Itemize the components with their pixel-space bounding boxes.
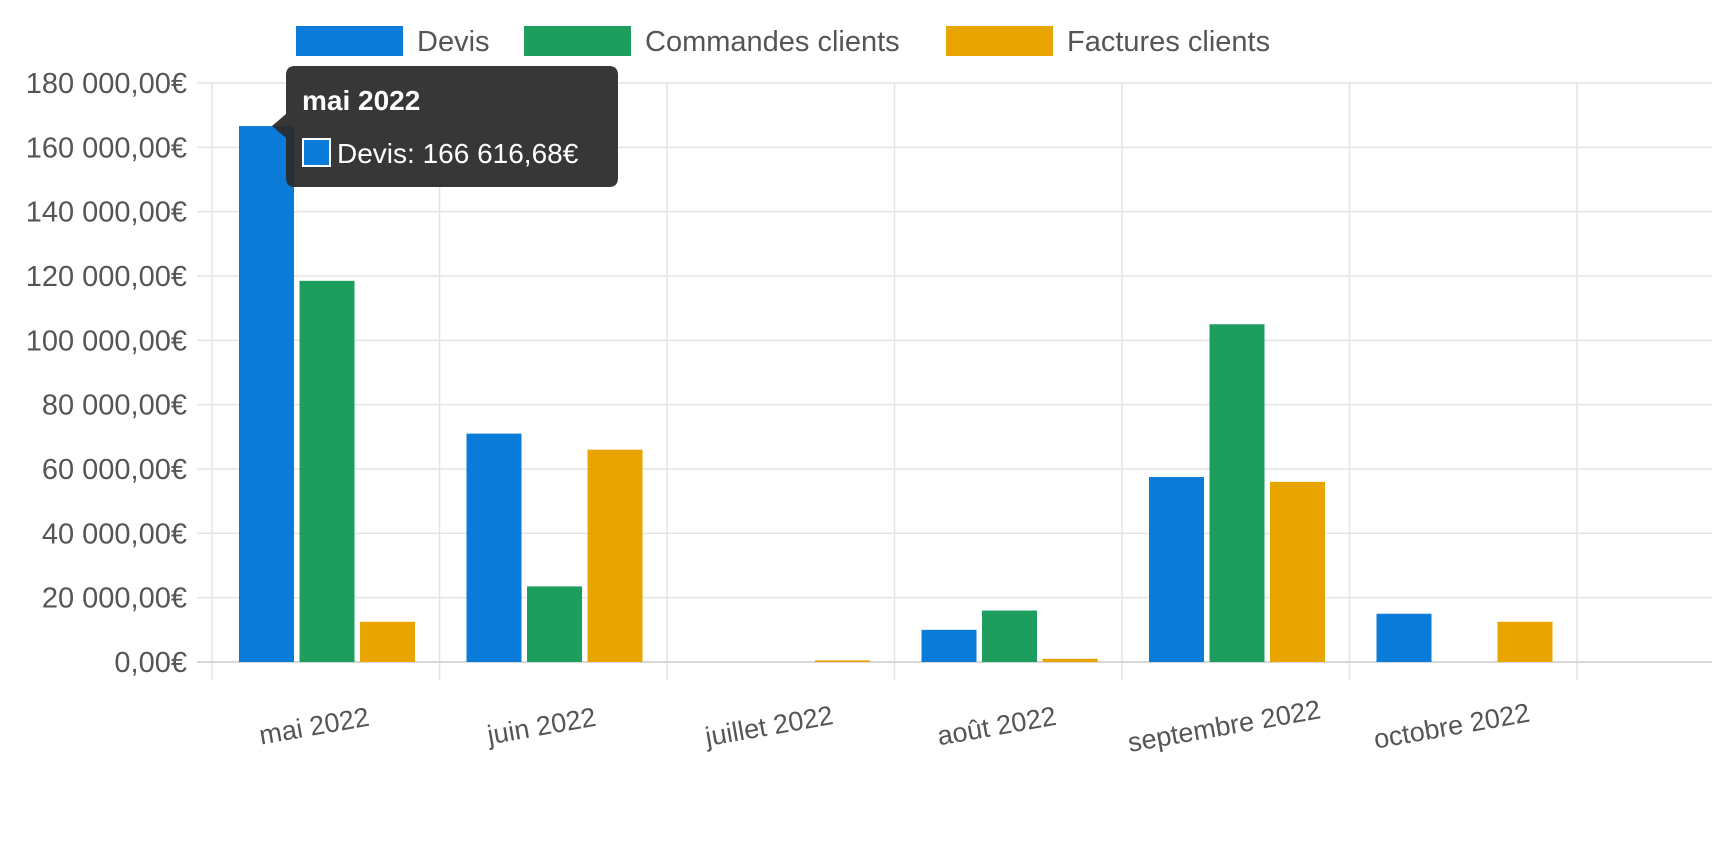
x-axis: mai 2022 juin 2022 juillet 2022 août 2022 se… [257,694,1532,757]
bar[interactable] [815,660,870,662]
bar[interactable] [921,629,977,662]
bar[interactable] [1042,658,1098,662]
legend-label: Devis [417,26,490,58]
bar[interactable] [1209,324,1265,662]
tooltip-title: mai 2022 [302,85,420,116]
bars [239,126,1553,662]
y-tick-label: 60 000,00€ [42,454,187,486]
x-tick-label: juillet 2022 [702,700,835,752]
x-tick-label: septembre 2022 [1125,694,1322,757]
x-tick-label: octobre 2022 [1371,698,1531,755]
y-tick-label: 120 000,00€ [26,261,187,293]
x-tick-label: juin 2022 [484,702,598,751]
legend-label: Commandes clients [645,26,900,58]
y-tick-label: 100 000,00€ [26,325,187,357]
legend-swatch [524,26,631,56]
x-tick-label: août 2022 [935,701,1059,751]
bar[interactable] [299,280,355,662]
tooltip-box [272,66,618,187]
legend: Devis Commandes clients Factures clients [296,26,1270,58]
bar[interactable] [1376,613,1432,662]
bar[interactable] [239,126,294,662]
legend-swatch [946,26,1053,56]
x-tick-label: mai 2022 [257,702,372,751]
legend-label: Factures clients [1067,26,1270,58]
bar[interactable] [1270,481,1325,662]
tooltip-text: Devis: 166 616,68€ [337,138,579,169]
y-tick-label: 160 000,00€ [26,132,187,164]
y-tick-label: 80 000,00€ [42,390,187,422]
bar[interactable] [982,610,1037,662]
y-tick-label: 20 000,00€ [42,583,187,615]
bar[interactable] [1497,621,1553,662]
bar[interactable] [527,586,582,662]
bar[interactable] [360,621,415,662]
tooltip: mai 2022 Devis: 166 616,68€ [272,66,618,187]
y-tick-label: 40 000,00€ [42,518,187,550]
y-axis: 0,00€ 20 000,00€ 40 000,00€ 60 000,00€ 80 00… [26,68,187,679]
bar[interactable] [1149,477,1204,662]
bar[interactable] [587,449,643,662]
y-tick-label: 0,00€ [114,647,187,679]
legend-swatch [296,26,403,56]
y-tick-label: 140 000,00€ [26,197,187,229]
tooltip-swatch [302,138,331,167]
bar[interactable] [466,433,522,662]
y-tick-label: 180 000,00€ [26,68,187,100]
